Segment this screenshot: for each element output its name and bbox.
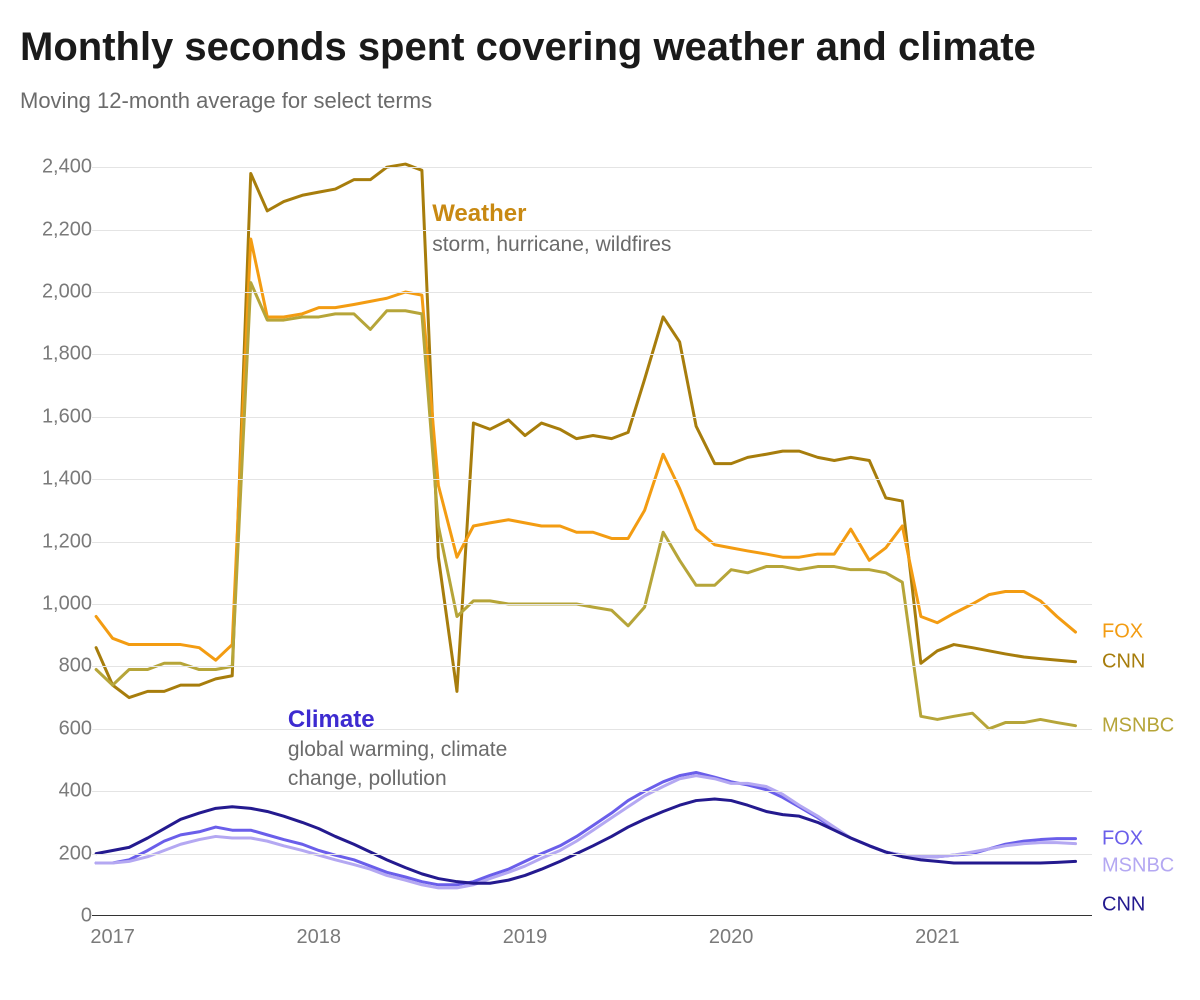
y-tick-label: 2,200 [42, 218, 92, 241]
series-label-climate-cnn: CNN [1102, 894, 1145, 917]
y-tick-label: 1,000 [42, 593, 92, 616]
plot-area: 02004006008001,0001,2001,4001,6001,8002,… [92, 136, 1092, 916]
annotation-weather: Weatherstorm, hurricane, wildfires [432, 198, 671, 259]
y-tick-label: 400 [59, 780, 92, 803]
annotation-head: Climate [288, 704, 548, 736]
annotation-head: Weather [432, 198, 671, 230]
annotation-sub: storm, hurricane, wildfires [432, 231, 671, 259]
gridline [92, 479, 1092, 480]
x-tick-label: 2019 [503, 916, 548, 949]
series-label-weather-fox: FOX [1102, 621, 1143, 644]
series-climate-cnn [96, 799, 1075, 883]
y-tick-label: 200 [59, 842, 92, 865]
y-tick-label: 1,600 [42, 405, 92, 428]
chart-title: Monthly seconds spent covering weather a… [20, 24, 1180, 70]
gridline [92, 854, 1092, 855]
gridline [92, 292, 1092, 293]
gridline [92, 167, 1092, 168]
series-climate-fox [96, 772, 1075, 884]
series-label-weather-msnbc: MSNBC [1102, 714, 1174, 737]
y-tick-label: 2,000 [42, 281, 92, 304]
y-tick-label: 1,200 [42, 530, 92, 553]
x-tick-label: 2018 [297, 916, 342, 949]
gridline [92, 791, 1092, 792]
y-tick-label: 800 [59, 655, 92, 678]
y-tick-label: 2,400 [42, 156, 92, 179]
x-tick-label: 2017 [90, 916, 135, 949]
gridline [92, 417, 1092, 418]
series-label-climate-msnbc: MSNBC [1102, 854, 1174, 877]
chart-subtitle: Moving 12-month average for select terms [20, 88, 1180, 114]
x-tick-label: 2021 [915, 916, 960, 949]
series-label-weather-cnn: CNN [1102, 650, 1145, 673]
gridline [92, 604, 1092, 605]
x-tick-label: 2020 [709, 916, 754, 949]
gridline [92, 542, 1092, 543]
annotation-sub: global warming, climate change, pollutio… [288, 736, 548, 793]
series-label-climate-fox: FOX [1102, 827, 1143, 850]
gridline [92, 354, 1092, 355]
annotation-climate: Climateglobal warming, climate change, p… [288, 704, 548, 793]
gridline [92, 729, 1092, 730]
y-tick-label: 1,400 [42, 468, 92, 491]
y-tick-label: 1,800 [42, 343, 92, 366]
y-tick-label: 600 [59, 717, 92, 740]
chart-container: Monthly seconds spent covering weather a… [20, 24, 1180, 916]
gridline [92, 666, 1092, 667]
